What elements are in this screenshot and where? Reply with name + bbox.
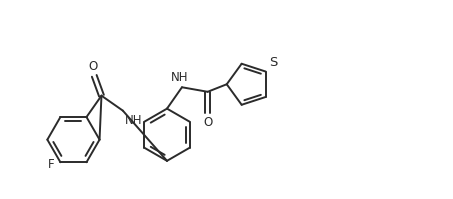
Text: F: F	[48, 158, 54, 171]
Text: NH: NH	[171, 71, 189, 84]
Text: O: O	[88, 60, 97, 73]
Text: S: S	[269, 56, 277, 69]
Text: O: O	[203, 116, 212, 129]
Text: NH: NH	[125, 114, 142, 127]
